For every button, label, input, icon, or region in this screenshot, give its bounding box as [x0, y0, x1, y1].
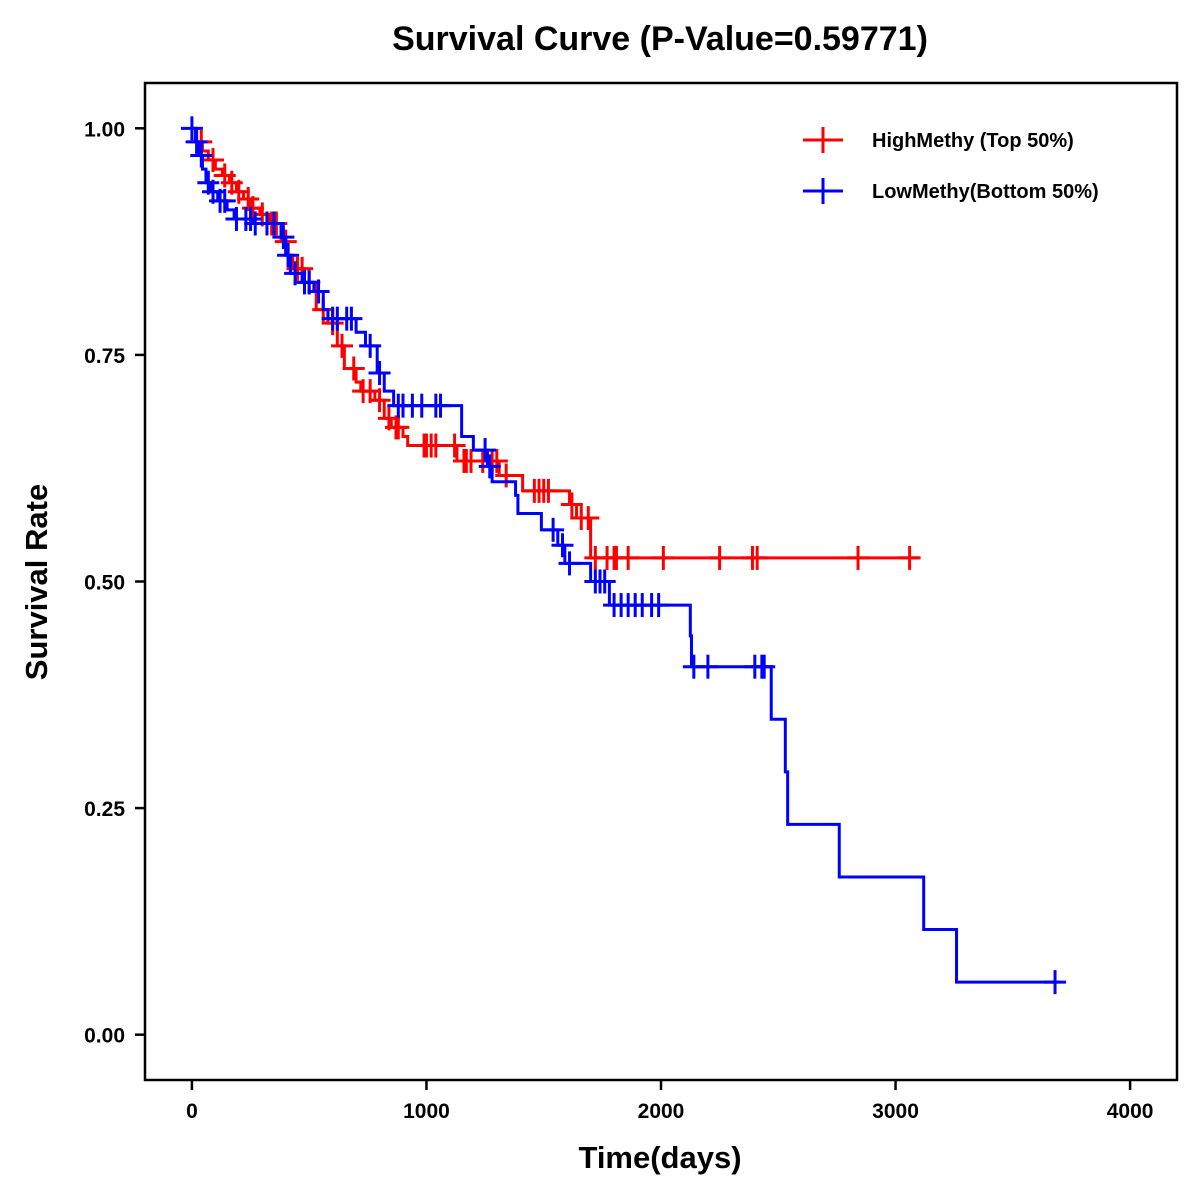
censor-mark: [617, 545, 640, 570]
series-high-methy: [190, 126, 921, 570]
survival-curve-line: [191, 126, 919, 560]
censor-mark: [898, 545, 921, 570]
legend-cross-icon: [803, 127, 843, 153]
censor-mark: [185, 129, 208, 154]
censor-mark: [263, 211, 285, 236]
censor-mark: [239, 206, 262, 231]
censor-mark: [202, 148, 225, 173]
y-tick-label: 0.75: [84, 345, 125, 368]
censor-mark: [542, 517, 565, 542]
censor-mark: [368, 388, 391, 413]
x-tick-label: 3000: [872, 1100, 919, 1123]
censor-mark: [277, 243, 300, 268]
censor-mark: [213, 188, 236, 213]
censor-mark: [340, 306, 363, 331]
y-axis-label: Survival Rate: [19, 484, 54, 680]
censor-mark: [424, 433, 447, 458]
legend: HighMethy (Top 50%) LowMethy(Bottom 50%): [803, 127, 1099, 204]
y-tick-label: 0.00: [84, 1025, 125, 1048]
censor-mark: [272, 225, 295, 250]
censor-mark: [652, 545, 675, 570]
censor-mark: [180, 116, 203, 141]
censor-mark: [708, 545, 731, 570]
legend-cross-icon: [803, 178, 843, 204]
censor-mark: [560, 492, 583, 517]
legend-label: LowMethy(Bottom 50%): [872, 181, 1099, 203]
series-layer: [180, 116, 1067, 995]
x-tick-label: 0: [186, 1100, 198, 1123]
y-tick-label: 1.00: [84, 118, 125, 141]
censor-mark: [342, 356, 365, 381]
y-axis: 0.00 0.25 0.50 0.75 1.00: [84, 118, 145, 1048]
x-axis: 0 1000 2000 3000 4000: [186, 1080, 1153, 1123]
legend-item: LowMethy(Bottom 50%): [803, 178, 1099, 204]
censor-mark: [429, 393, 452, 418]
censor-mark: [1044, 970, 1067, 995]
censor-mark: [443, 433, 466, 458]
censor-mark: [190, 143, 213, 168]
x-tick-label: 1000: [403, 1100, 450, 1123]
censor-mark: [746, 545, 769, 570]
series-low-methy: [180, 116, 1067, 995]
censor-mark: [307, 279, 330, 304]
censor-mark: [647, 593, 670, 618]
survival-curve-line: [191, 126, 1060, 984]
censor-mark: [368, 361, 391, 386]
censor-mark: [495, 463, 518, 488]
censor-mark: [474, 438, 497, 463]
censor-mark: [577, 506, 600, 531]
censor-mark: [537, 478, 560, 503]
legend-label: HighMethy (Top 50%): [872, 130, 1074, 152]
censor-mark: [593, 569, 616, 594]
x-tick-label: 2000: [638, 1100, 685, 1123]
censor-mark: [331, 333, 354, 358]
censor-mark: [359, 333, 382, 358]
legend-item: HighMethy (Top 50%): [803, 127, 1074, 153]
censor-mark: [696, 654, 719, 679]
chart-title: Survival Curve (P-Value=0.59771): [392, 20, 928, 58]
censor-mark: [551, 533, 574, 558]
x-axis-label: Time(days): [578, 1140, 741, 1175]
censor-mark: [558, 551, 581, 576]
plot-frame: [143, 81, 1179, 1082]
x-tick-label: 4000: [1107, 1100, 1154, 1123]
censor-mark: [387, 415, 410, 440]
censor-mark: [478, 454, 501, 479]
censor-mark: [847, 545, 870, 570]
censor-mark: [753, 654, 776, 679]
y-tick-label: 0.50: [84, 572, 125, 595]
y-tick-label: 0.25: [84, 798, 125, 821]
